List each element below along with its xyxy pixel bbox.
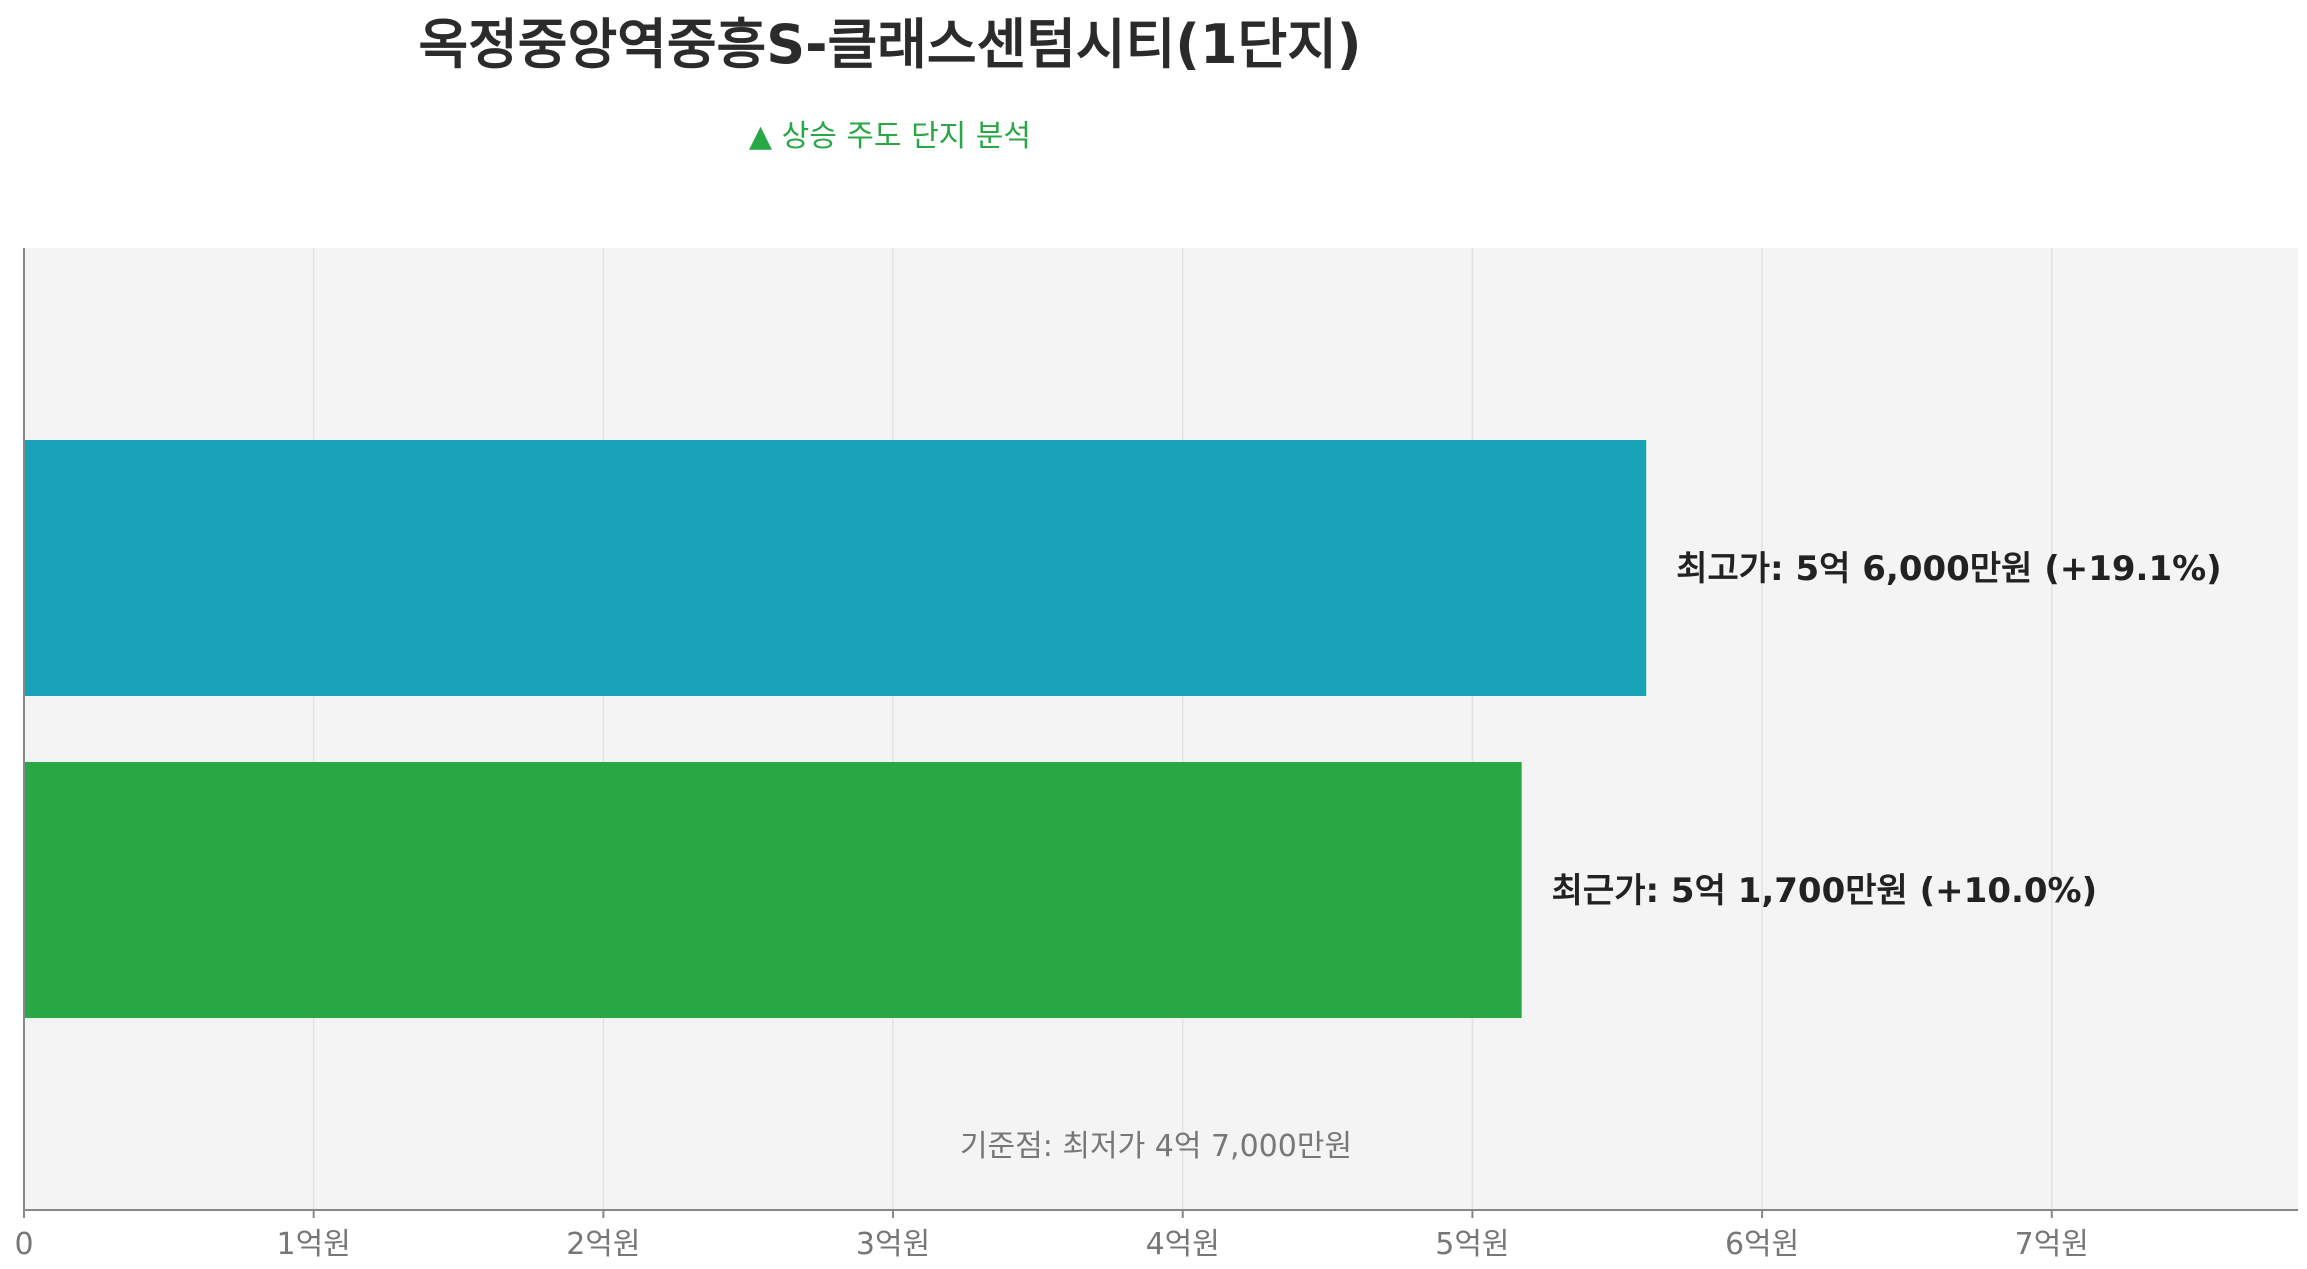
x-tick-label: 4억원 — [1146, 1227, 1220, 1262]
chart-title: 옥정중앙역중흥S-클래스센텀시티(1단지) — [418, 13, 1362, 76]
x-tick-label: 3억원 — [856, 1227, 930, 1262]
baseline-annotation: 기준점: 최저가 4억 7,000만원 — [960, 1129, 1352, 1164]
bar-label-recent: 최근가: 5억 1,700만원 (+10.0%) — [1552, 871, 2098, 911]
chart-subtitle: ▲ 상승 주도 단지 분석 — [748, 119, 1031, 154]
x-tick-label: 5억원 — [1435, 1227, 1509, 1262]
x-tick-label: 1억원 — [277, 1227, 351, 1262]
x-tick-label: 7억원 — [2015, 1227, 2089, 1262]
x-tick-label: 6억원 — [1725, 1227, 1799, 1262]
bar-label-high: 최고가: 5억 6,000만원 (+19.1%) — [1676, 549, 2222, 589]
bar-high — [24, 440, 1647, 696]
plot-area — [24, 248, 2298, 1210]
bar-recent — [24, 762, 1522, 1018]
x-tick-label: 2억원 — [566, 1227, 640, 1262]
x-tick-label: 0 — [14, 1227, 33, 1262]
